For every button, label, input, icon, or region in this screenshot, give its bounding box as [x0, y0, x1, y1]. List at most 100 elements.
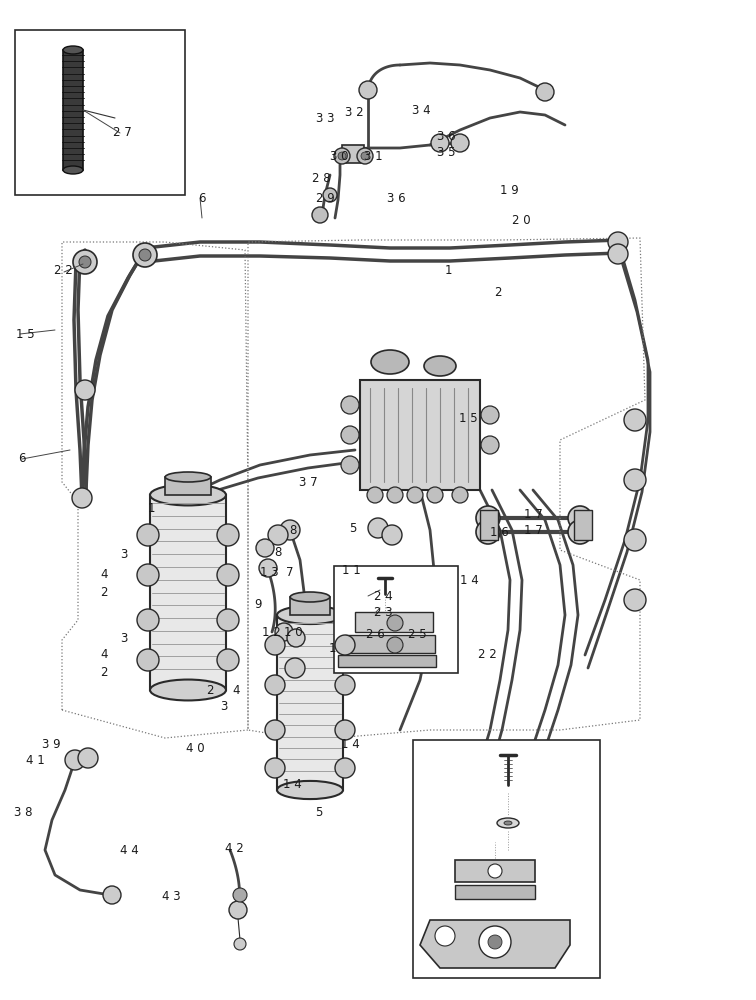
Circle shape	[265, 720, 285, 740]
Circle shape	[341, 426, 359, 444]
Ellipse shape	[504, 821, 512, 825]
Circle shape	[341, 456, 359, 474]
Ellipse shape	[277, 781, 343, 799]
Bar	[277, 615, 343, 790]
Circle shape	[387, 637, 403, 653]
Circle shape	[103, 886, 121, 904]
Circle shape	[217, 609, 239, 631]
Ellipse shape	[150, 485, 226, 505]
Circle shape	[139, 249, 151, 261]
Bar	[166, 477, 211, 495]
Text: 3 2: 3 2	[345, 105, 364, 118]
Text: 3 4: 3 4	[412, 104, 431, 116]
Bar	[342, 145, 364, 163]
Circle shape	[217, 564, 239, 586]
Circle shape	[265, 635, 285, 655]
Text: 3 7: 3 7	[299, 477, 318, 489]
Text: 4: 4	[100, 568, 107, 582]
Bar	[480, 510, 498, 540]
Circle shape	[217, 524, 239, 546]
Circle shape	[481, 436, 499, 454]
Text: 1 5: 1 5	[16, 328, 35, 340]
Circle shape	[133, 243, 157, 267]
Text: 1 4: 1 4	[283, 778, 302, 792]
Text: 8: 8	[274, 546, 281, 560]
Ellipse shape	[166, 472, 211, 482]
Circle shape	[335, 675, 355, 695]
Text: 4 3: 4 3	[162, 890, 181, 904]
Circle shape	[233, 888, 247, 902]
Bar	[338, 655, 436, 667]
Text: 1 4: 1 4	[460, 574, 479, 586]
Text: 4 2: 4 2	[225, 842, 243, 856]
Text: 3 9: 3 9	[42, 738, 60, 750]
Circle shape	[265, 758, 285, 778]
Circle shape	[341, 396, 359, 414]
Text: 4 0: 4 0	[186, 742, 205, 754]
Circle shape	[79, 256, 91, 268]
Circle shape	[387, 615, 403, 631]
Circle shape	[431, 134, 449, 152]
Circle shape	[335, 635, 355, 655]
Polygon shape	[420, 920, 570, 968]
Text: 7: 7	[286, 566, 293, 578]
Text: 1: 1	[329, 642, 336, 654]
Text: 3: 3	[120, 632, 127, 645]
Circle shape	[234, 938, 246, 950]
Circle shape	[568, 506, 592, 530]
Circle shape	[137, 609, 159, 631]
Circle shape	[624, 589, 646, 611]
Text: 8: 8	[289, 524, 296, 536]
Text: 1 9: 1 9	[500, 184, 519, 198]
Bar	[150, 495, 226, 690]
Circle shape	[435, 926, 455, 946]
Text: 2: 2	[100, 585, 107, 598]
Text: 3 0: 3 0	[330, 149, 349, 162]
Circle shape	[367, 487, 383, 503]
Text: 3 1: 3 1	[364, 149, 383, 162]
Text: 1 4: 1 4	[341, 738, 360, 752]
Text: 5: 5	[315, 806, 322, 820]
Circle shape	[427, 487, 443, 503]
Circle shape	[359, 81, 377, 99]
Circle shape	[536, 83, 554, 101]
Circle shape	[265, 675, 285, 695]
Circle shape	[382, 525, 402, 545]
Circle shape	[75, 380, 95, 400]
Circle shape	[137, 649, 159, 671]
Circle shape	[229, 901, 247, 919]
Circle shape	[65, 750, 85, 770]
Ellipse shape	[497, 818, 519, 828]
Circle shape	[488, 935, 502, 949]
Text: 2 5: 2 5	[408, 629, 426, 642]
Bar	[334, 566, 458, 673]
Bar	[63, 50, 83, 170]
Text: 2 0: 2 0	[512, 215, 531, 228]
Text: 3 8: 3 8	[14, 806, 33, 818]
Circle shape	[338, 152, 346, 160]
Text: 6: 6	[198, 192, 206, 205]
Bar	[360, 380, 480, 490]
Ellipse shape	[150, 680, 226, 700]
Bar	[455, 885, 535, 899]
Text: 2: 2	[100, 666, 107, 678]
Circle shape	[452, 487, 468, 503]
Circle shape	[407, 487, 423, 503]
Text: 1 2: 1 2	[262, 626, 280, 639]
Circle shape	[287, 629, 305, 647]
Text: 2 9: 2 9	[316, 192, 335, 205]
Ellipse shape	[424, 356, 456, 376]
Bar	[413, 740, 600, 978]
Text: 4: 4	[232, 684, 240, 698]
Bar	[455, 860, 535, 882]
Bar	[574, 510, 592, 540]
Circle shape	[361, 152, 369, 160]
Text: 1 7: 1 7	[524, 524, 543, 536]
Text: 4 1: 4 1	[26, 754, 45, 768]
Circle shape	[624, 529, 646, 551]
Circle shape	[334, 148, 350, 164]
Text: 3 3: 3 3	[316, 111, 334, 124]
Ellipse shape	[371, 350, 409, 374]
Text: 2 8: 2 8	[312, 172, 330, 184]
Text: 2: 2	[206, 684, 213, 698]
